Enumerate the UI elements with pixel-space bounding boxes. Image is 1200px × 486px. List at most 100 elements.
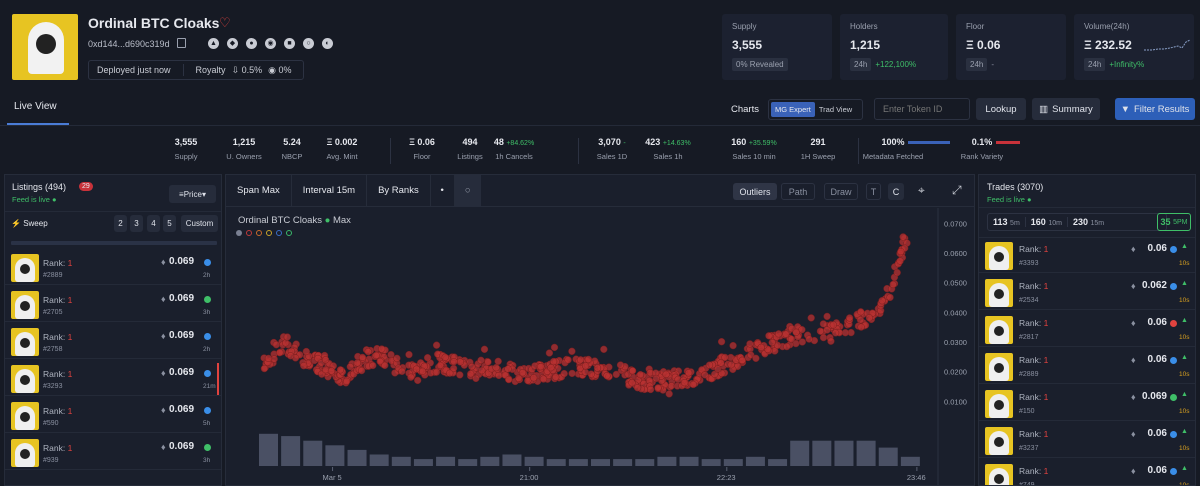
camera-icon[interactable]: ⌖	[918, 183, 925, 197]
sale-point[interactable]	[412, 365, 421, 373]
sale-point[interactable]	[701, 371, 709, 379]
sale-point[interactable]	[260, 364, 269, 373]
sale-point[interactable]	[321, 356, 330, 364]
sale-point[interactable]	[436, 361, 445, 370]
token-id-input[interactable]	[874, 98, 970, 120]
outliers-button[interactable]: Outliers	[733, 183, 777, 200]
sale-point[interactable]	[616, 361, 625, 369]
sale-point[interactable]	[414, 376, 422, 385]
sale-point[interactable]	[805, 335, 813, 343]
listing-row[interactable]: Rank: 1 #590 ♦ 0.069 5h	[5, 399, 221, 433]
sale-point[interactable]	[446, 369, 454, 377]
listing-row[interactable]: Rank: 1 #3293 ♦ 0.069 21m	[5, 362, 221, 396]
sweep-2-button[interactable]: 2	[114, 215, 127, 232]
sale-point[interactable]	[752, 354, 760, 362]
sale-point[interactable]	[680, 378, 689, 387]
sale-point[interactable]	[564, 356, 572, 364]
sale-point[interactable]	[477, 356, 485, 364]
sweep-custom-button[interactable]: Custom	[181, 215, 218, 232]
scroll-indicator[interactable]	[217, 363, 219, 395]
trade-row[interactable]: Rank: 1 #749 ♦ 0.06 ▲ 10s	[979, 461, 1195, 485]
sale-point[interactable]	[845, 314, 854, 322]
sale-point[interactable]	[264, 354, 273, 363]
sweep-3-button[interactable]: 3	[130, 215, 143, 232]
lookup-button[interactable]: Lookup	[976, 98, 1026, 120]
sale-point[interactable]	[829, 321, 837, 329]
sale-point[interactable]	[819, 320, 828, 328]
opensea-icon[interactable]: ▲	[208, 38, 219, 49]
x2y2-icon[interactable]: ■	[284, 38, 295, 49]
sale-point[interactable]	[545, 349, 554, 357]
sale-point[interactable]	[717, 338, 726, 346]
sale-point[interactable]	[398, 367, 406, 375]
dot-mode-icon[interactable]: •	[431, 175, 455, 207]
sale-point[interactable]	[727, 361, 735, 369]
sale-point[interactable]	[505, 375, 513, 384]
sale-point[interactable]	[787, 335, 796, 343]
sale-point[interactable]	[628, 379, 636, 387]
fullscreen-icon[interactable]: ⤢	[952, 183, 962, 197]
trade-row[interactable]: Rank: 1 #2534 ♦ 0.062 ▲ 10s	[979, 276, 1195, 310]
sale-point[interactable]	[646, 385, 655, 394]
sale-point[interactable]	[327, 367, 336, 375]
sale-point[interactable]	[302, 347, 310, 356]
sale-point[interactable]	[896, 257, 904, 265]
trades-5m[interactable]: 113 5m	[988, 217, 1026, 227]
sale-point[interactable]	[432, 368, 441, 376]
trade-row[interactable]: Rank: 1 #3393 ♦ 0.06 ▲ 10s	[979, 239, 1195, 273]
sale-point[interactable]	[358, 353, 367, 362]
sale-point[interactable]	[593, 364, 602, 372]
sale-point[interactable]	[823, 312, 831, 321]
price-scatter-chart[interactable]: 0.0700 0.0600 0.0500 0.0400 0.0300 0.0200 0.01…	[226, 208, 975, 486]
favorite-heart-icon[interactable]: ♡	[219, 15, 231, 30]
sale-point[interactable]	[857, 308, 865, 316]
trades-15m[interactable]: 230 15m	[1072, 217, 1105, 227]
copy-icon[interactable]	[177, 38, 186, 48]
sale-point[interactable]	[518, 369, 527, 377]
trad-view-button[interactable]: Trad View	[818, 105, 853, 114]
sale-point[interactable]	[492, 363, 500, 372]
sale-point[interactable]	[504, 365, 512, 373]
sale-point[interactable]	[757, 343, 765, 352]
sale-point[interactable]	[276, 348, 284, 357]
sale-point[interactable]	[841, 329, 850, 337]
by-ranks-button[interactable]: By Ranks	[367, 175, 431, 207]
sale-point[interactable]	[472, 374, 480, 383]
sale-point[interactable]	[537, 363, 545, 371]
span-max-button[interactable]: Span Max	[226, 175, 292, 207]
sale-point[interactable]	[889, 280, 897, 289]
sale-point[interactable]	[746, 340, 754, 348]
sale-point[interactable]	[393, 354, 401, 362]
filter-results-button[interactable]: ▼ Filter Results	[1115, 98, 1195, 120]
sale-point[interactable]	[353, 359, 361, 367]
sale-point[interactable]	[897, 247, 905, 256]
sale-point[interactable]	[405, 350, 413, 359]
sale-point[interactable]	[283, 333, 291, 341]
mg-expert-button[interactable]: MG Expert	[771, 102, 815, 117]
sale-point[interactable]	[792, 328, 800, 336]
sale-point[interactable]	[893, 268, 901, 277]
sweep-label[interactable]: ⚡ Sweep	[11, 219, 48, 228]
sale-point[interactable]	[495, 371, 503, 380]
sale-point[interactable]	[432, 341, 441, 349]
sale-point[interactable]	[775, 330, 783, 338]
etherscan-icon[interactable]: ○	[303, 38, 314, 49]
sale-point[interactable]	[300, 362, 308, 370]
sale-point[interactable]	[524, 377, 532, 385]
sale-point[interactable]	[378, 345, 386, 353]
magiceden-icon[interactable]: ◆	[227, 38, 238, 49]
sale-point[interactable]	[584, 355, 593, 364]
sale-point[interactable]	[336, 366, 345, 374]
sale-point[interactable]	[581, 362, 590, 370]
sale-point[interactable]	[652, 374, 660, 383]
sale-point[interactable]	[705, 361, 714, 369]
sale-point[interactable]	[729, 341, 737, 350]
trade-row[interactable]: Rank: 1 #150 ♦ 0.069 ▲ 10s	[979, 387, 1195, 421]
sale-point[interactable]	[272, 341, 280, 349]
sale-point[interactable]	[441, 353, 449, 361]
sale-point[interactable]	[689, 380, 697, 389]
sale-point[interactable]	[747, 351, 755, 359]
sale-point[interactable]	[878, 297, 886, 305]
sale-point[interactable]	[484, 358, 492, 366]
price-sort-dropdown[interactable]: ≡ Price ▾	[169, 185, 216, 203]
